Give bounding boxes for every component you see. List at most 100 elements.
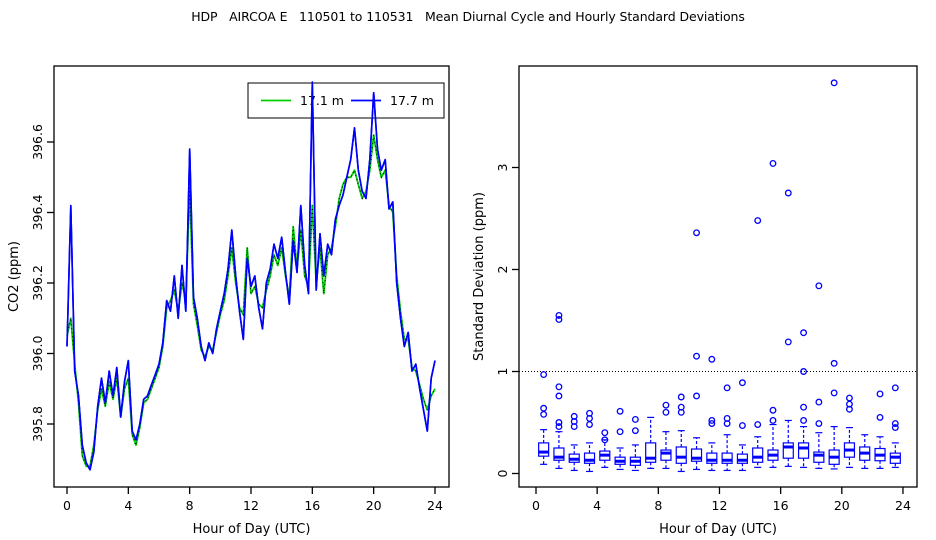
boxplot-hour-17 (797, 329, 810, 468)
outlier-point (693, 229, 700, 237)
outlier-point (631, 415, 639, 423)
outlier-point (677, 393, 685, 401)
outlier-point (891, 424, 899, 432)
outlier-point (586, 421, 593, 428)
boxplot-hour-5 (614, 407, 626, 471)
series-line-top (66, 81, 436, 471)
boxplot-hour-8 (660, 401, 672, 469)
y-tick-label: 0 (495, 469, 510, 477)
legend: 17.1 m 17.7 m (247, 82, 445, 119)
outlier-point (800, 403, 808, 411)
outlier-point (616, 407, 624, 415)
y-tick-label: 395.8 (30, 406, 45, 442)
series-line-17.1m (66, 134, 436, 468)
plot-border (518, 65, 918, 488)
outlier-point (708, 417, 716, 424)
y-axis-title: CO2 (ppm) (7, 241, 22, 312)
legend-label: 17.7 m (390, 93, 434, 108)
boxplot-hour-7 (645, 416, 657, 469)
x-tick-label: 20 (366, 498, 382, 513)
box-iqr (706, 452, 718, 464)
boxplot-hour-12 (721, 384, 733, 472)
x-axis-title: Hour of Day (UTC) (659, 522, 777, 537)
outlier-point (540, 410, 548, 418)
box-iqr (690, 448, 703, 462)
boxplot-hour-23 (889, 384, 901, 468)
outlier-point (784, 189, 792, 197)
outlier-point (800, 417, 808, 424)
outlier-point (769, 159, 777, 167)
outlier-point (754, 421, 762, 428)
box-iqr (813, 451, 825, 463)
box-iqr (782, 442, 794, 459)
plot-border (53, 65, 450, 488)
outlier-point (723, 384, 731, 392)
outlier-point (769, 406, 777, 414)
x-tick-label: 24 (895, 498, 911, 513)
boxplot-hour-15 (767, 159, 779, 468)
box-iqr (645, 442, 657, 463)
x-tick-label: 24 (427, 498, 443, 513)
left-panel: 0 4 8 12 16 20 24 395.8 396.0 396.2 396.4 396.6 Hour… (7, 65, 450, 537)
outlier-point (815, 398, 823, 406)
x-tick-label: 4 (593, 498, 601, 513)
y-tick-label: 2 (495, 266, 510, 274)
outlier-point (800, 368, 808, 375)
outlier-point (830, 359, 838, 367)
outlier-point (693, 352, 700, 360)
x-tick-label: 0 (63, 498, 71, 513)
y-axis-title: Standard Deviation (ppm) (472, 192, 487, 361)
x-tick-label: 12 (712, 498, 728, 513)
series-dotted-overlay (66, 134, 436, 467)
outlier-point (601, 429, 609, 437)
outlier-point (677, 403, 685, 411)
boxplot-hour-1 (553, 311, 565, 469)
outlier-point (555, 311, 563, 319)
boxplot-hour-19 (828, 79, 840, 470)
plot-title: HDP AIRCOA E 110501 to 110531 Mean Diurn… (191, 9, 745, 24)
outlier-point (555, 423, 563, 431)
boxplot-hour-18 (813, 282, 825, 469)
x-tick-label: 0 (532, 498, 540, 513)
outlier-point (738, 379, 746, 387)
outlier-point (830, 389, 838, 397)
boxplot-hour-13 (736, 379, 749, 472)
legend-label: 17.1 m (300, 93, 344, 108)
outlier-point (662, 401, 670, 409)
outlier-point (631, 427, 639, 435)
outlier-point (769, 417, 777, 424)
box-iqr (538, 442, 550, 457)
outlier-point (738, 422, 746, 430)
y-tick-label: 1 (495, 368, 510, 376)
outlier-point (540, 371, 548, 379)
y-tick-label: 396.4 (30, 195, 45, 231)
y-tick-label: 396.2 (30, 265, 45, 301)
box-iqr (553, 447, 565, 461)
outlier-point (570, 412, 578, 420)
x-tick-label: 20 (834, 498, 850, 513)
box-iqr (583, 452, 596, 464)
box-iqr (797, 442, 810, 459)
boxplot-hour-0 (538, 371, 550, 465)
y-tick-label: 3 (495, 164, 510, 172)
outlier-point (784, 338, 792, 346)
x-tick-label: 12 (243, 498, 259, 513)
box-iqr (721, 452, 733, 464)
outlier-point (723, 414, 731, 422)
outlier-point (586, 409, 593, 417)
boxplot-hour-22 (874, 390, 886, 469)
x-tick-label: 4 (124, 498, 132, 513)
outlier-point (555, 392, 563, 400)
boxplot-hour-20 (843, 394, 856, 468)
boxplot-hour-10 (690, 229, 703, 471)
y-tick-label: 396.6 (30, 124, 45, 160)
outlier-point (662, 408, 670, 416)
box-iqr (752, 447, 764, 463)
outlier-point (815, 420, 823, 427)
x-tick-label: 8 (654, 498, 662, 513)
outlier-point (891, 384, 899, 392)
box-iqr (736, 453, 749, 464)
outlier-point (891, 420, 899, 427)
